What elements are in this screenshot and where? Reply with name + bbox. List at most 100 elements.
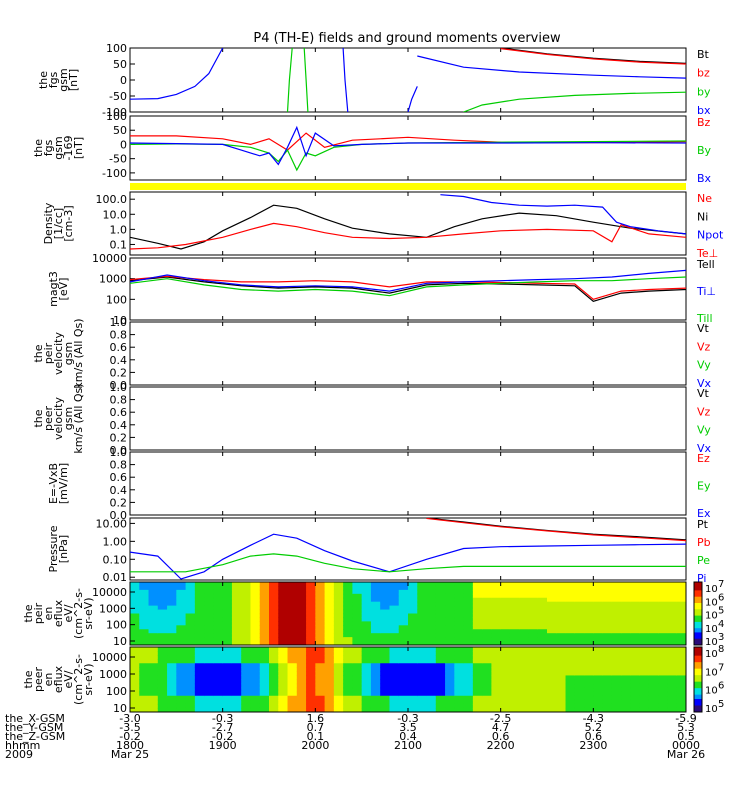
heatmap-cell [445,695,455,701]
legend-entry: Pt [697,518,709,531]
y-axis-label-line: fgs [42,139,55,156]
heatmap-cell [621,707,631,712]
heatmap-cell [361,609,372,615]
heatmap-cell [139,651,150,656]
heatmap-cell [593,585,604,591]
heatmap-cell [509,605,520,611]
heatmap-cell [463,617,474,622]
heatmap-cell [621,629,631,634]
heatmap-cell [463,659,474,664]
y-tick-label: 100 [106,685,127,698]
heatmap-cell [593,667,604,672]
y-axis-label-line: the [32,139,45,157]
heatmap-cell [306,699,316,705]
colorbar-seg [694,630,702,633]
heatmap-cell [167,633,177,638]
heatmap-cell [426,703,437,709]
heatmap-cell [194,582,205,587]
heatmap-cell [296,613,307,619]
heatmap-cell [269,637,279,642]
heatmap-cell [630,641,641,645]
y-tick-label: 100 [106,110,127,123]
heatmap-cell [639,629,650,634]
heatmap-cell [426,663,437,668]
legend-entry: Vy [697,424,711,437]
heatmap-cell [398,647,409,652]
heatmap-cell [148,605,159,611]
heatmap-cell [222,671,233,677]
y-tick-label: 1000 [99,668,127,681]
heatmap-cell [482,691,492,697]
heatmap-cell [333,609,344,615]
heatmap-cell [167,667,177,672]
heatmap-cell [454,625,465,630]
ephemeris-value: 2300 [579,739,607,752]
heatmap-cell [324,613,335,619]
heatmap-cell [435,663,446,668]
heatmap-cell [482,695,492,701]
heatmap-cell [621,593,631,599]
heatmap-cell [445,637,455,642]
heatmap-cell [241,679,252,685]
heatmap-cell [584,601,594,607]
heatmap-cell [361,637,372,642]
heatmap-cell [324,659,335,664]
heatmap-cell [528,651,539,656]
heatmap-cell [389,582,400,587]
heatmap-cell [278,605,289,611]
heatmap-cell [139,655,150,660]
heatmap-cell [648,641,659,645]
heatmap-cell [639,613,650,619]
heatmap-cell [361,703,372,709]
heatmap-cell [370,687,381,693]
heatmap-cell [389,605,400,611]
heatmap-cell [658,597,669,603]
heatmap-cell [574,625,585,630]
heatmap-cell [315,605,326,611]
heatmap-cell [463,703,474,709]
heatmap-cell [639,601,650,607]
series-line [130,276,686,302]
y-axis-label-line: the [32,344,45,362]
heatmap-cell [296,637,307,642]
heatmap-cell [157,625,168,630]
heatmap-cell [389,687,400,693]
heatmap-cell [500,633,511,638]
heatmap-cell [408,637,418,642]
heatmap-cell [167,629,177,634]
heatmap-cell [398,582,409,587]
heatmap-cell [213,707,224,712]
heatmap-cell [537,605,548,611]
heatmap-cell [278,675,289,681]
heatmap-cell [194,679,205,685]
heatmap-cell [157,617,168,622]
heatmap-cell [185,589,196,595]
heatmap-cell [148,617,159,622]
series-group [130,125,686,172]
heatmap-cell [445,675,455,681]
heatmap-cell [408,597,418,603]
heatmap-cell [278,641,289,645]
ephemeris-value: 1800 [116,739,144,752]
heatmap-cell [176,647,187,652]
heatmap-cell [352,582,363,587]
heatmap-cell [222,675,233,681]
heatmap-cell [259,651,270,656]
heatmap-cell [333,655,344,660]
heatmap-cell [602,593,613,599]
heatmap-cell [231,597,242,603]
heatmap-cell [454,633,465,638]
heatmap-cell [574,609,585,615]
heatmap-cell [370,691,381,697]
heatmap-cell [463,589,474,595]
heatmap-cell [435,585,446,591]
heatmap-cell [204,695,214,701]
heatmap-cell [380,647,391,652]
heatmap-cell [296,655,307,660]
heatmap-cell [658,637,669,642]
y-tick-label: 0.2 [110,366,128,379]
legend-entry: Bt [697,48,710,61]
heatmap-cell [389,651,400,656]
